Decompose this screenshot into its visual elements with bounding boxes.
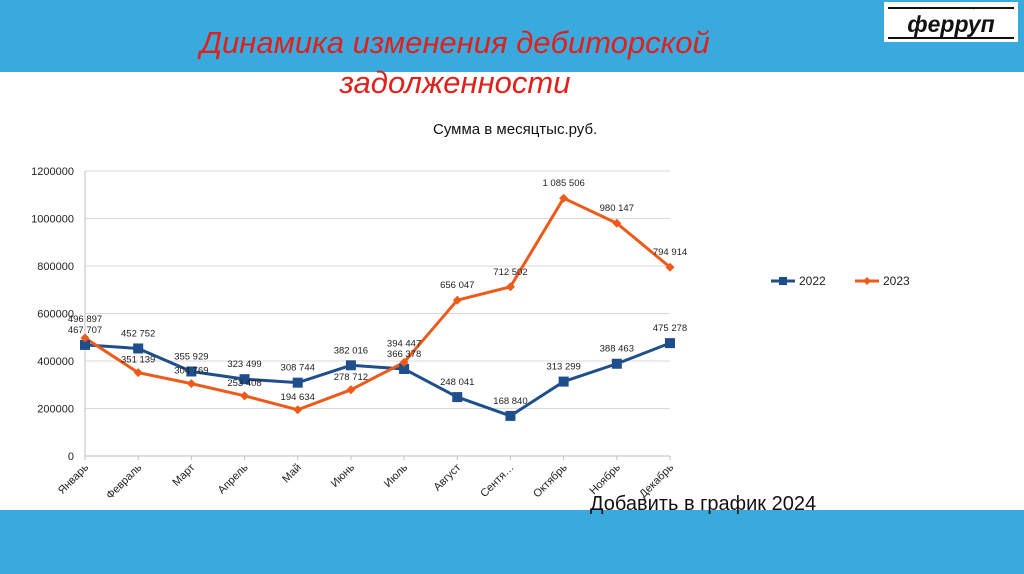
data-label: 475 278	[653, 323, 687, 334]
data-label: 394 447	[387, 338, 421, 349]
title-line-2: задолженности	[339, 65, 571, 100]
y-tick-label: 0	[68, 451, 74, 463]
logo-mark: ферруп	[888, 7, 1014, 39]
data-label: 253 408	[227, 378, 261, 389]
y-tick-label: 400000	[37, 356, 74, 368]
point-2023	[505, 282, 515, 292]
slide-title: Динамика изменения дебиторской задолженн…	[0, 0, 1024, 112]
legend-marker-2022	[779, 277, 787, 285]
company-logo: ферруп инжиниринговая компания	[884, 2, 1018, 42]
series-line-2023	[84, 196, 671, 412]
x-tick-label: Ноябрь	[587, 461, 623, 497]
data-label: 366 378	[387, 349, 421, 360]
data-label: 194 634	[281, 392, 315, 403]
point-2023	[559, 193, 569, 203]
data-label: 382 016	[334, 345, 368, 356]
legend-marker-2023	[863, 277, 871, 285]
data-label: 304 769	[174, 366, 208, 377]
point-2023	[80, 333, 90, 343]
data-label: 313 299	[546, 362, 580, 373]
x-tick-label: Май	[280, 462, 304, 486]
data-label: 168 840	[493, 396, 527, 407]
point-2023	[346, 385, 356, 395]
x-tick-label: Январь	[56, 461, 91, 496]
point-2023	[612, 218, 622, 228]
point-2022	[80, 339, 90, 350]
logo-wordmark: ферруп	[907, 11, 995, 37]
point-2022	[186, 366, 197, 377]
x-tick-label: Сентя…	[478, 462, 516, 500]
y-tick-label: 800000	[37, 261, 74, 273]
data-label: 496 897	[68, 314, 102, 325]
legend-label-2023: 2023	[883, 274, 910, 288]
point-2022	[558, 376, 569, 387]
data-label: 1 085 506	[543, 178, 585, 189]
point-2023	[186, 379, 196, 389]
data-label: 355 929	[174, 351, 208, 362]
point-2023	[399, 357, 409, 367]
data-label: 794 914	[653, 247, 687, 258]
footer-band	[0, 510, 1024, 574]
point-2023	[665, 262, 675, 272]
logo-tagline: инжиниринговая компания	[957, 5, 1012, 10]
data-label: 248 041	[440, 377, 474, 388]
data-label: 351 139	[121, 355, 155, 366]
y-tick-label: 1200000	[31, 166, 74, 178]
y-tick-label: 600000	[37, 309, 74, 321]
header-band	[0, 0, 1024, 72]
legend-label-2022: 2022	[799, 274, 826, 288]
x-tick-label: Август	[431, 462, 463, 494]
point-2022	[292, 377, 303, 388]
point-2023	[293, 405, 303, 415]
point-2022	[452, 392, 463, 403]
series-line-2022	[84, 341, 671, 418]
data-label: 712 502	[493, 267, 527, 278]
x-tick-label: Июнь	[329, 461, 357, 489]
y-tick-label: 1000000	[31, 214, 74, 226]
chart-title: Сумма в месяцтыс.руб.	[433, 121, 598, 138]
point-2022	[133, 343, 144, 354]
point-2023	[240, 391, 250, 401]
data-label: 656 047	[440, 280, 474, 291]
point-2022	[239, 374, 250, 385]
point-2022	[345, 360, 356, 371]
point-2022	[505, 410, 516, 421]
data-label: 980 147	[600, 203, 634, 214]
data-label: 388 463	[600, 344, 634, 355]
y-tick-label: 200000	[37, 404, 74, 416]
data-label: 278 712	[334, 372, 368, 383]
point-2022	[399, 363, 410, 374]
data-label: 308 744	[281, 363, 315, 374]
x-tick-label: Апрель	[216, 461, 251, 496]
data-label: 452 752	[121, 328, 155, 339]
point-2022	[665, 338, 675, 349]
footer-note: Добавить в график 2024	[590, 493, 817, 515]
point-2022	[611, 358, 622, 369]
data-label: 467 707	[68, 325, 102, 336]
x-tick-label: Февраль	[104, 461, 144, 501]
point-2023	[133, 368, 143, 378]
x-tick-label: Октябрь	[531, 461, 570, 500]
x-tick-label: Июль	[382, 461, 411, 490]
title-line-1: Динамика изменения дебиторской	[200, 25, 710, 60]
data-label: 323 499	[227, 359, 261, 370]
x-tick-label: Март	[170, 462, 197, 489]
point-2023	[452, 295, 462, 305]
